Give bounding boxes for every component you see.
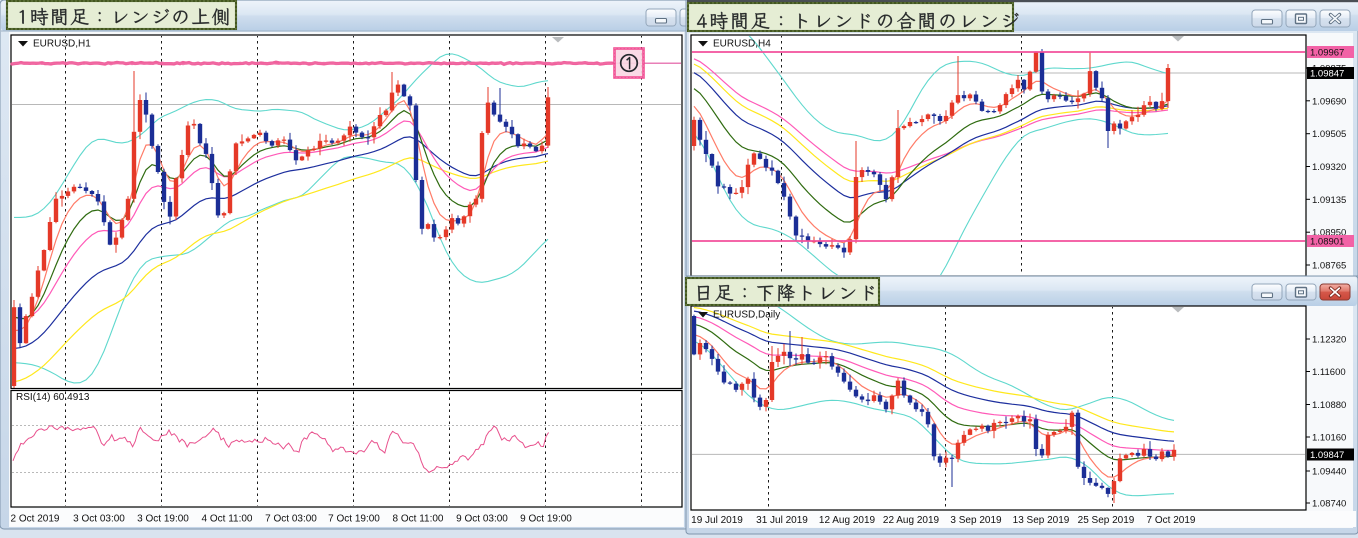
- svg-text:4 Oct 11:00: 4 Oct 11:00: [202, 514, 253, 525]
- svg-text:2 Oct 2019: 2 Oct 2019: [11, 514, 60, 525]
- svg-text:3 Sep 2019: 3 Sep 2019: [950, 515, 1002, 526]
- svg-text:7 Oct 03:00: 7 Oct 03:00: [265, 514, 317, 525]
- svg-text:19 Jul 2019: 19 Jul 2019: [691, 515, 743, 526]
- svg-text:8 Oct 11:00: 8 Oct 11:00: [393, 514, 444, 525]
- svg-text:1.09320: 1.09320: [1312, 162, 1346, 173]
- svg-text:EURUSD,Daily: EURUSD,Daily: [713, 310, 780, 321]
- svg-text:31 Jul 2019: 31 Jul 2019: [756, 515, 808, 526]
- svg-text:1.08765: 1.08765: [1312, 261, 1346, 272]
- svg-text:3 Oct 03:00: 3 Oct 03:00: [73, 514, 125, 525]
- svg-text:1.11600: 1.11600: [1312, 367, 1346, 378]
- svg-text:1.10880: 1.10880: [1312, 400, 1346, 411]
- svg-text:RSI(14) 60.4913: RSI(14) 60.4913: [16, 392, 90, 403]
- svg-text:1.09505: 1.09505: [1312, 129, 1346, 140]
- svg-text:13 Sep 2019: 13 Sep 2019: [1013, 515, 1070, 526]
- svg-text:7 Oct 19:00: 7 Oct 19:00: [328, 514, 380, 525]
- svg-text:1.08740: 1.08740: [1312, 499, 1346, 510]
- svg-text:9 Oct 19:00: 9 Oct 19:00: [520, 514, 572, 525]
- svg-text:1.09690: 1.09690: [1312, 96, 1346, 107]
- svg-text:3 Oct 19:00: 3 Oct 19:00: [137, 514, 189, 525]
- svg-text:1.09847: 1.09847: [1310, 450, 1344, 461]
- svg-text:22 Aug 2019: 22 Aug 2019: [883, 515, 940, 526]
- svg-text:1.09847: 1.09847: [1310, 69, 1344, 80]
- svg-text:7 Oct 2019: 7 Oct 2019: [1147, 515, 1196, 526]
- svg-text:1.08950: 1.08950: [1312, 228, 1346, 239]
- svg-text:12 Aug 2019: 12 Aug 2019: [819, 515, 876, 526]
- svg-text:EURUSD,H4: EURUSD,H4: [713, 39, 771, 50]
- svg-text:1.09440: 1.09440: [1312, 467, 1346, 478]
- svg-text:1.09967: 1.09967: [1310, 48, 1344, 59]
- svg-text:25 Sep 2019: 25 Sep 2019: [1078, 515, 1135, 526]
- svg-text:1.10160: 1.10160: [1312, 433, 1346, 444]
- svg-text:EURUSD,H1: EURUSD,H1: [33, 39, 91, 50]
- svg-text:1.08901: 1.08901: [1310, 237, 1344, 248]
- svg-text:9 Oct 03:00: 9 Oct 03:00: [456, 514, 508, 525]
- svg-text:1.12320: 1.12320: [1312, 335, 1346, 346]
- svg-text:1.09135: 1.09135: [1312, 195, 1346, 206]
